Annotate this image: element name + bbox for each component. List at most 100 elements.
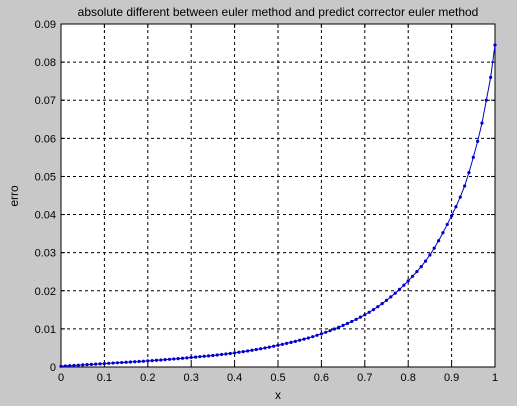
data-point	[402, 283, 406, 287]
data-point	[68, 364, 72, 368]
data-point	[272, 344, 276, 348]
x-tick-label: 0.1	[97, 372, 112, 384]
data-point	[81, 363, 85, 367]
data-point	[306, 336, 310, 340]
data-point	[163, 358, 167, 362]
data-point	[124, 360, 128, 364]
data-point	[167, 357, 172, 361]
data-point	[59, 364, 63, 368]
data-point	[289, 340, 293, 344]
x-tick-label: 0.4	[227, 372, 242, 384]
x-tick-label: 0.2	[140, 372, 155, 384]
data-point	[467, 170, 471, 175]
data-point	[350, 319, 354, 324]
data-point	[224, 352, 228, 356]
y-tick-label: 0.07	[35, 95, 56, 107]
data-point	[315, 333, 319, 337]
data-point	[397, 287, 402, 291]
data-point	[120, 360, 124, 365]
data-point	[428, 253, 432, 257]
data-point	[141, 359, 146, 363]
data-point	[250, 348, 254, 352]
data-point	[389, 295, 393, 299]
data-point	[185, 356, 189, 360]
data-point	[458, 195, 462, 199]
data-point	[285, 341, 289, 345]
data-point	[384, 298, 389, 302]
data-point	[63, 364, 67, 368]
data-point	[180, 356, 185, 360]
data-point	[237, 350, 241, 354]
data-point	[324, 330, 328, 334]
data-point	[128, 360, 133, 364]
data-point	[76, 363, 80, 367]
data-point	[198, 355, 202, 359]
y-tick-label: 0.09	[35, 19, 56, 31]
series-layer	[59, 43, 497, 368]
data-point	[172, 357, 176, 361]
data-point	[193, 355, 198, 359]
data-point	[419, 264, 423, 269]
data-point	[107, 361, 111, 365]
grid-lines	[61, 24, 495, 367]
data-point	[363, 313, 367, 317]
data-point	[115, 361, 120, 365]
data-point	[133, 360, 137, 364]
data-point	[441, 231, 445, 235]
data-point	[293, 339, 297, 343]
y-tick-label: 0.03	[35, 248, 56, 260]
x-tick-labels: 0 0.1 0.2 0.3 0.4 0.5 0.6 0.7 0.8 0.9 1	[58, 372, 498, 384]
data-point	[337, 325, 341, 329]
data-point	[410, 274, 415, 278]
data-point	[154, 358, 159, 362]
data-point	[176, 357, 180, 361]
data-point	[432, 246, 436, 250]
data-point	[476, 139, 480, 143]
y-tick-labels: 0 0.01 0.02 0.03 0.04 0.05 0.06 0.07 0.08 0.09	[35, 19, 56, 374]
data-point	[98, 362, 102, 366]
x-tick-label: 1	[492, 372, 498, 384]
data-point	[189, 355, 193, 360]
y-tick-label: 0.02	[35, 286, 56, 298]
data-point	[233, 351, 237, 355]
data-point	[454, 205, 458, 209]
data-point	[302, 337, 306, 341]
plot-area	[60, 23, 496, 368]
data-point	[211, 353, 215, 358]
data-point	[341, 323, 345, 328]
data-point	[311, 335, 315, 339]
x-tick-label: 0.3	[184, 372, 199, 384]
x-axis-label: x	[275, 388, 281, 402]
data-point	[102, 361, 106, 366]
data-point	[471, 155, 475, 159]
data-point	[267, 345, 271, 349]
data-point	[159, 358, 163, 362]
data-point	[276, 343, 280, 347]
data-point	[354, 317, 358, 321]
data-point	[450, 214, 454, 218]
data-point	[263, 346, 267, 350]
y-tick-label: 0.06	[35, 133, 56, 145]
y-tick-label: 0.01	[35, 324, 56, 336]
data-point	[493, 43, 497, 47]
data-point	[298, 338, 302, 342]
data-point	[332, 327, 337, 331]
data-point	[259, 347, 263, 351]
data-point	[228, 351, 232, 356]
y-tick-label: 0.04	[35, 210, 56, 222]
data-point	[406, 279, 410, 283]
x-tick-label: 0.9	[444, 372, 459, 384]
data-point	[380, 302, 384, 306]
x-tick-label: 0	[58, 372, 64, 384]
data-point	[376, 305, 380, 309]
data-point	[150, 359, 154, 363]
x-tick-label: 0.8	[401, 372, 416, 384]
x-tick-label: 0.6	[314, 372, 329, 384]
y-tick-label: 0.08	[35, 57, 56, 69]
chart-title: absolute different between euler method …	[78, 5, 479, 19]
data-point	[345, 321, 350, 326]
data-point	[215, 353, 219, 357]
data-point	[206, 354, 211, 358]
data-point	[319, 332, 323, 336]
data-point	[358, 315, 363, 319]
